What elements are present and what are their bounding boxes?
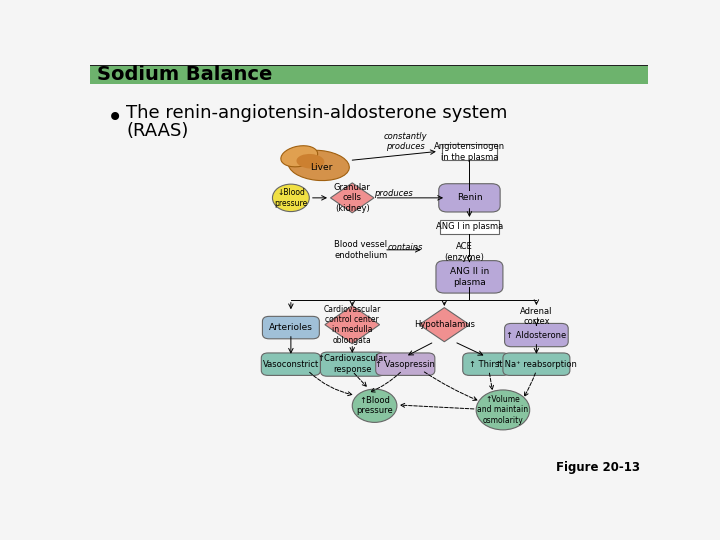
Text: Blood vessel
endothelium: Blood vessel endothelium [334,240,387,260]
Text: ↓Blood
pressure: ↓Blood pressure [274,188,307,207]
FancyBboxPatch shape [440,220,499,234]
FancyBboxPatch shape [463,353,510,375]
Polygon shape [419,308,469,342]
Text: ↑ Aldosterone: ↑ Aldosterone [506,330,567,340]
Polygon shape [330,183,374,213]
FancyBboxPatch shape [503,353,570,375]
Text: Granular
cells
(kidney): Granular cells (kidney) [334,183,371,213]
Ellipse shape [288,150,349,180]
FancyBboxPatch shape [441,144,498,160]
Text: contains: contains [387,243,423,252]
Circle shape [272,184,310,212]
Text: ↑ Vasopressin: ↑ Vasopressin [375,360,435,369]
FancyBboxPatch shape [320,352,384,376]
Text: Sodium Balance: Sodium Balance [96,65,272,84]
FancyBboxPatch shape [90,65,648,84]
Text: ANG I in plasma: ANG I in plasma [436,222,503,232]
Text: ↑Cardiovascular
response: ↑Cardiovascular response [318,354,387,374]
Text: Vasoconstrict: Vasoconstrict [263,360,319,369]
FancyBboxPatch shape [262,316,320,339]
Text: ↑Blood
pressure: ↑Blood pressure [356,396,393,415]
Text: Arterioles: Arterioles [269,323,312,332]
FancyBboxPatch shape [438,184,500,212]
Text: Figure 20-13: Figure 20-13 [556,461,639,474]
FancyBboxPatch shape [376,353,435,375]
FancyBboxPatch shape [90,65,648,66]
FancyBboxPatch shape [505,323,568,347]
FancyBboxPatch shape [261,353,320,375]
Text: produces: produces [374,189,413,198]
Text: constantly
produces: constantly produces [384,132,427,151]
Text: Liver: Liver [310,163,333,172]
Text: Cardiovascular
control center
in medulla
oblongata: Cardiovascular control center in medulla… [323,305,381,345]
Text: Adrenal
cortex: Adrenal cortex [520,307,553,326]
Text: ANG II in
plasma: ANG II in plasma [450,267,489,287]
Circle shape [352,389,397,422]
Polygon shape [325,306,379,344]
Text: Angiotensinogen
in the plasma: Angiotensinogen in the plasma [434,143,505,162]
Text: ↑ Na⁺ reabsorption: ↑ Na⁺ reabsorption [495,360,577,369]
Text: Hypothalamus: Hypothalamus [414,320,474,329]
Circle shape [476,390,530,430]
Text: (RAAS): (RAAS) [126,122,189,140]
FancyBboxPatch shape [436,261,503,293]
Text: ↑ Thirst: ↑ Thirst [469,360,503,369]
Ellipse shape [297,154,324,168]
Ellipse shape [281,146,318,167]
Text: Renin: Renin [456,193,482,202]
Text: •: • [107,104,123,132]
Text: ACE
(enzyme): ACE (enzyme) [444,242,484,261]
Text: The renin-angiotensin-aldosterone system: The renin-angiotensin-aldosterone system [126,104,508,122]
Text: ↑Volume
and maintain
osmolarity: ↑Volume and maintain osmolarity [477,395,528,425]
